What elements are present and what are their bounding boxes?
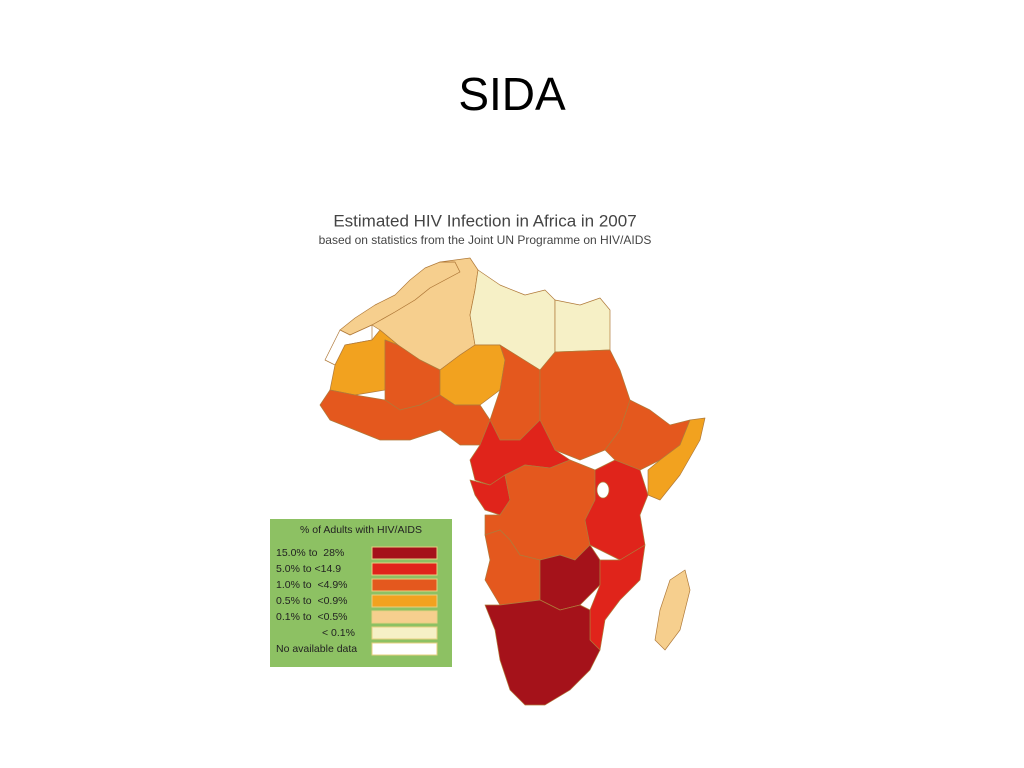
legend-label: No available data: [276, 643, 357, 655]
legend-swatch: [371, 594, 438, 608]
africa-map: [319, 257, 706, 706]
legend-swatch: [371, 610, 438, 624]
region: [654, 569, 691, 651]
legend-swatch: [371, 626, 438, 640]
legend-swatch: [371, 642, 438, 656]
region: [589, 544, 646, 651]
region: [484, 599, 601, 706]
legend-box: [270, 519, 452, 667]
lake: [596, 481, 610, 499]
region: [554, 297, 611, 353]
region: [647, 417, 706, 501]
legend-label: 0.1% to <0.5%: [276, 611, 348, 623]
map-title: Estimated HIV Infection in Africa in 200…: [333, 211, 636, 230]
legend-swatch: [371, 562, 438, 576]
legend-title: % of Adults with HIV/AIDS: [300, 524, 422, 536]
slide-title: SIDA: [458, 68, 566, 120]
legend-items: 15.0% to 28% 5.0% to <14.9 1.0% to <4.9% 0.…: [276, 546, 438, 656]
legend-label: 15.0% to 28%: [276, 547, 344, 559]
legend-label: 1.0% to <4.9%: [276, 579, 348, 591]
legend-swatch: [371, 546, 438, 560]
map-subtitle: based on statistics from the Joint UN Pr…: [319, 233, 652, 247]
legend-label: 0.5% to <0.9%: [276, 595, 348, 607]
legend-label: 5.0% to <14.9: [276, 563, 341, 575]
legend-label: < 0.1%: [322, 627, 355, 639]
legend-swatch: [371, 578, 438, 592]
